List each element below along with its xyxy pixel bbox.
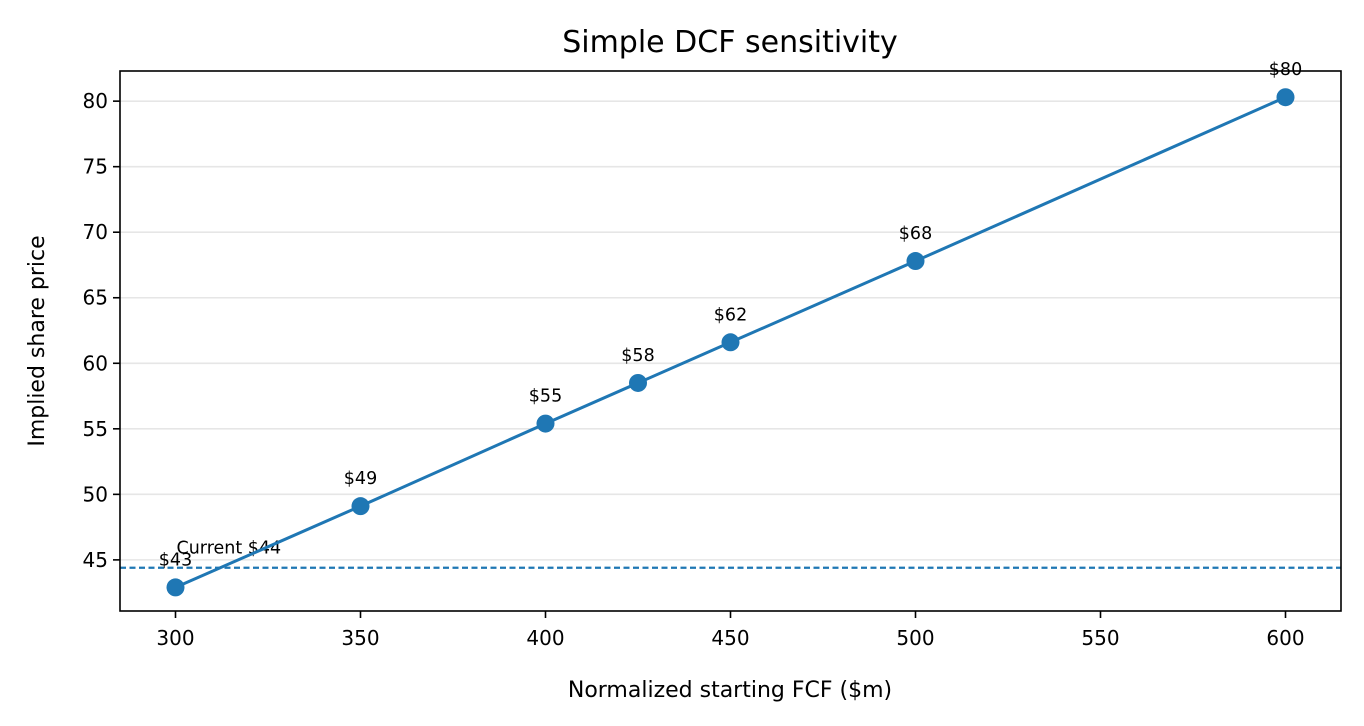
- y-tick-label: 60: [83, 351, 108, 375]
- data-point: [166, 578, 185, 597]
- y-tick-label: 80: [83, 89, 108, 113]
- data-point: [721, 333, 740, 352]
- data-point: [351, 497, 370, 516]
- x-axis-label: Normalized starting FCF ($m): [568, 678, 892, 703]
- data-label: $58: [621, 346, 654, 366]
- x-tick-label: 300: [156, 626, 194, 650]
- x-tick-label: 550: [1081, 626, 1119, 650]
- data-label: $55: [529, 387, 562, 407]
- y-tick-label: 65: [83, 286, 108, 310]
- tick-layer: 45 50 55 60 65 70 75 80 300 350 400 450 500 550 600: [83, 89, 1305, 650]
- chart-title: Simple DCF sensitivity: [562, 25, 898, 60]
- data-point: [629, 373, 647, 392]
- series-layer: [166, 88, 1295, 597]
- x-tick-label: 450: [711, 626, 749, 650]
- data-point: [1276, 88, 1295, 107]
- y-tick-label: 45: [83, 548, 108, 572]
- data-label: $49: [344, 469, 377, 489]
- x-tick-label: 600: [1266, 626, 1304, 650]
- data-point: [906, 252, 925, 271]
- x-tick-label: 350: [341, 626, 379, 650]
- grid-layer: [120, 100, 1341, 561]
- data-label: $43: [159, 550, 192, 570]
- data-point: [536, 414, 555, 433]
- x-tick-label: 400: [526, 626, 564, 650]
- data-label: $68: [899, 224, 932, 244]
- reference-layer: Current $44: [120, 539, 1341, 569]
- y-tick-label: 75: [83, 155, 108, 179]
- x-tick-label: 500: [896, 626, 934, 650]
- y-tick-label: 70: [83, 220, 108, 244]
- y-tick-label: 55: [83, 417, 108, 441]
- y-tick-label: 50: [83, 482, 108, 506]
- y-axis-label: Implied share price: [25, 235, 50, 446]
- data-label: $62: [714, 305, 747, 325]
